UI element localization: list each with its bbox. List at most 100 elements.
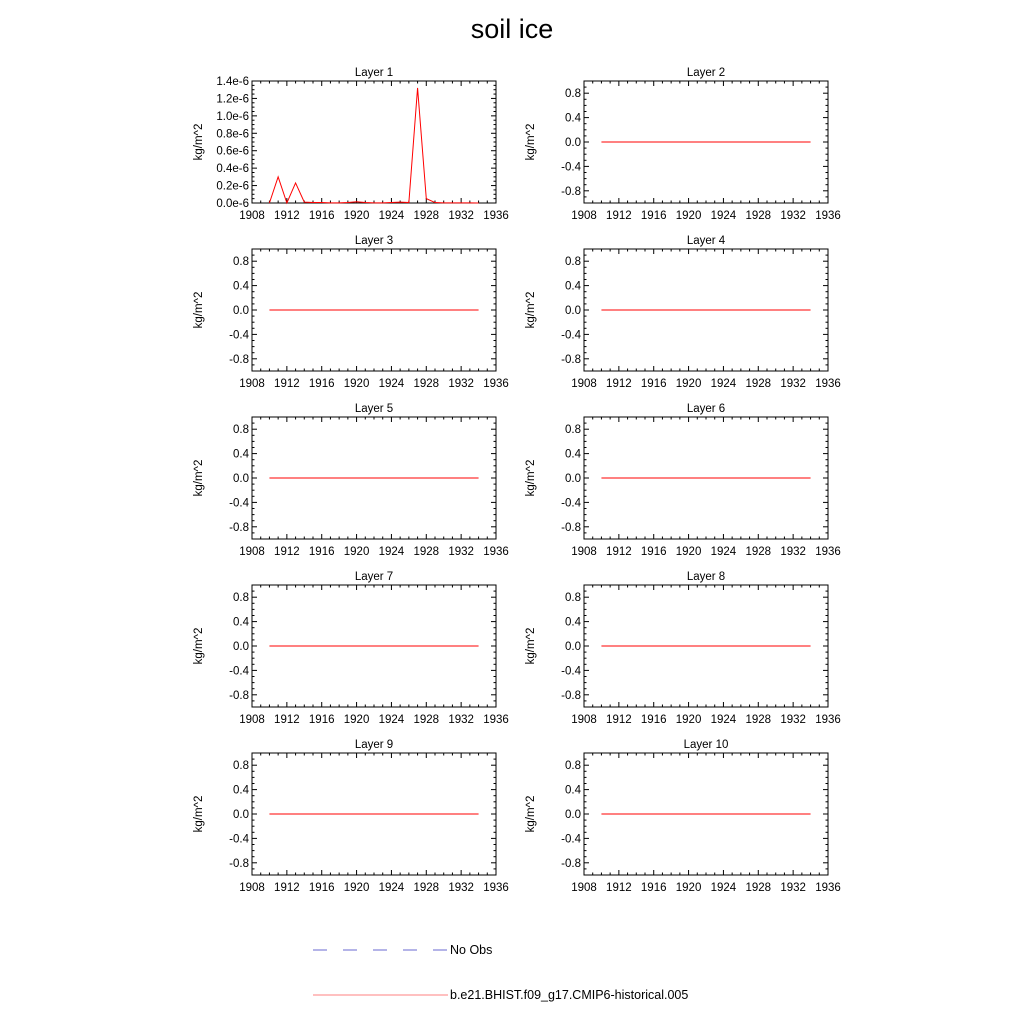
x-tick-label: 1936 — [815, 714, 841, 726]
x-tick-label: 1932 — [448, 714, 474, 726]
y-tick-label: 0.4 — [233, 449, 250, 461]
y-tick-label: -0.4 — [229, 497, 249, 509]
y-tick-label: -0.8 — [561, 690, 581, 702]
x-tick-label: 1920 — [344, 714, 370, 726]
x-tick-label: 1916 — [641, 546, 667, 558]
x-tick-label: 1928 — [413, 882, 439, 894]
x-tick-label: 1932 — [780, 546, 806, 558]
x-tick-label: 1936 — [483, 210, 509, 222]
x-tick-label: 1924 — [379, 210, 405, 222]
y-tick-label: -0.8 — [229, 522, 249, 534]
panel-layer-7: Layer 7 kg/m^2 1908 1912 1916 1920 1924 1928 193… — [193, 571, 509, 726]
figure-title: soil ice — [470, 14, 554, 44]
y-tick-label: 0.4 — [565, 449, 582, 461]
panel-title: Layer 7 — [355, 571, 393, 583]
x-tick-label: 1916 — [641, 378, 667, 390]
x-tick-label: 1908 — [239, 546, 265, 558]
panel-title: Layer 4 — [687, 235, 726, 247]
x-tick-label: 1916 — [309, 714, 335, 726]
panel-title: Layer 6 — [687, 403, 725, 415]
x-tick-label: 1920 — [676, 546, 702, 558]
x-tick-label: 1928 — [745, 210, 771, 222]
legend-model-label: b.e21.BHIST.f09_g17.CMIP6-historical.005 — [450, 988, 688, 1002]
x-tick-label: 1932 — [448, 546, 474, 558]
x-tick-label: 1928 — [745, 714, 771, 726]
x-tick-label: 1912 — [606, 210, 632, 222]
x-tick-label: 1908 — [571, 882, 597, 894]
x-tick-label: 1936 — [483, 714, 509, 726]
x-tick-label: 1912 — [606, 714, 632, 726]
y-tick-label: 0.8e-6 — [216, 128, 249, 140]
y-tick-label: -0.4 — [561, 833, 581, 845]
x-tick-label: 1912 — [606, 546, 632, 558]
y-tick-label: -0.4 — [561, 161, 581, 173]
y-tick-label: 0.0 — [565, 809, 581, 821]
panel-title: Layer 3 — [355, 235, 393, 247]
y-axis-label: kg/m^2 — [525, 124, 537, 161]
y-tick-label: 0.0 — [233, 809, 249, 821]
panel-layer-4: Layer 4 kg/m^2 1908 1912 1916 1920 1924 1928 193… — [525, 235, 841, 390]
y-tick-label: 0.4 — [233, 785, 250, 797]
x-tick-label: 1928 — [413, 546, 439, 558]
y-tick-label: 0.0 — [565, 305, 581, 317]
panel-layer-3: Layer 3 kg/m^2 1908 1912 1916 1920 1924 1928 193… — [193, 235, 509, 390]
x-tick-label: 1916 — [309, 882, 335, 894]
x-tick-label: 1920 — [344, 882, 370, 894]
x-tick-label: 1912 — [606, 882, 632, 894]
panel-layer-1: Layer 1 kg/m^2 1908 1912 1916 1920 1924 1928 193… — [193, 67, 509, 222]
x-tick-label: 1920 — [344, 546, 370, 558]
x-tick-label: 1912 — [606, 378, 632, 390]
y-tick-label: -0.8 — [229, 858, 249, 870]
x-tick-label: 1932 — [780, 210, 806, 222]
x-tick-label: 1932 — [448, 378, 474, 390]
panel-title: Layer 9 — [355, 739, 393, 751]
y-tick-label: 0.4 — [233, 281, 250, 293]
panel-layer-2: Layer 2 kg/m^2 1908 1912 1916 1920 1924 1928 193… — [525, 67, 841, 222]
y-tick-label: -0.8 — [561, 858, 581, 870]
x-tick-label: 1920 — [344, 210, 370, 222]
y-tick-label: 0.8 — [565, 592, 581, 604]
y-tick-label: 0.0 — [565, 473, 581, 485]
y-tick-label: 0.8 — [565, 256, 581, 268]
panel-title: Layer 1 — [355, 67, 393, 79]
y-tick-label: 1.4e-6 — [216, 76, 249, 88]
x-tick-label: 1936 — [815, 882, 841, 894]
y-axis-label: kg/m^2 — [525, 628, 537, 665]
x-tick-label: 1928 — [745, 378, 771, 390]
x-tick-label: 1928 — [745, 882, 771, 894]
y-tick-label: 0.2e-6 — [216, 181, 249, 193]
panel-layer-10: Layer 10 kg/m^2 1908 1912 1916 1920 1924 1928 19… — [525, 739, 841, 894]
x-tick-label: 1932 — [780, 882, 806, 894]
x-tick-label: 1908 — [571, 546, 597, 558]
y-tick-label: 0.0 — [233, 641, 249, 653]
x-tick-label: 1928 — [413, 714, 439, 726]
panel-layer-9: Layer 9 kg/m^2 1908 1912 1916 1920 1924 1928 193… — [193, 739, 509, 894]
x-tick-label: 1912 — [274, 378, 300, 390]
x-tick-label: 1924 — [711, 210, 737, 222]
y-tick-label: -0.4 — [229, 329, 249, 341]
y-axis-label: kg/m^2 — [525, 796, 537, 833]
y-tick-label: -0.4 — [561, 497, 581, 509]
y-tick-label: 0.0 — [565, 641, 581, 653]
x-tick-label: 1912 — [274, 210, 300, 222]
panel-title: Layer 8 — [687, 571, 725, 583]
x-tick-label: 1908 — [239, 378, 265, 390]
y-tick-label: 0.4 — [565, 281, 582, 293]
x-tick-label: 1916 — [309, 210, 335, 222]
y-tick-label: 0.8 — [233, 760, 249, 772]
y-tick-label: 0.0 — [233, 305, 249, 317]
y-tick-label: 0.8 — [233, 592, 249, 604]
y-tick-label: 0.0e-6 — [216, 198, 249, 210]
x-tick-label: 1912 — [274, 546, 300, 558]
y-axis-label: kg/m^2 — [525, 292, 537, 329]
x-tick-label: 1908 — [239, 210, 265, 222]
y-tick-label: -0.8 — [561, 522, 581, 534]
y-tick-label: 0.4 — [565, 113, 582, 125]
x-tick-label: 1916 — [641, 714, 667, 726]
y-tick-label: -0.4 — [229, 833, 249, 845]
y-tick-label: 0.8 — [565, 88, 581, 100]
y-tick-label: 0.4e-6 — [216, 163, 249, 175]
x-tick-label: 1928 — [745, 546, 771, 558]
x-tick-label: 1936 — [815, 210, 841, 222]
